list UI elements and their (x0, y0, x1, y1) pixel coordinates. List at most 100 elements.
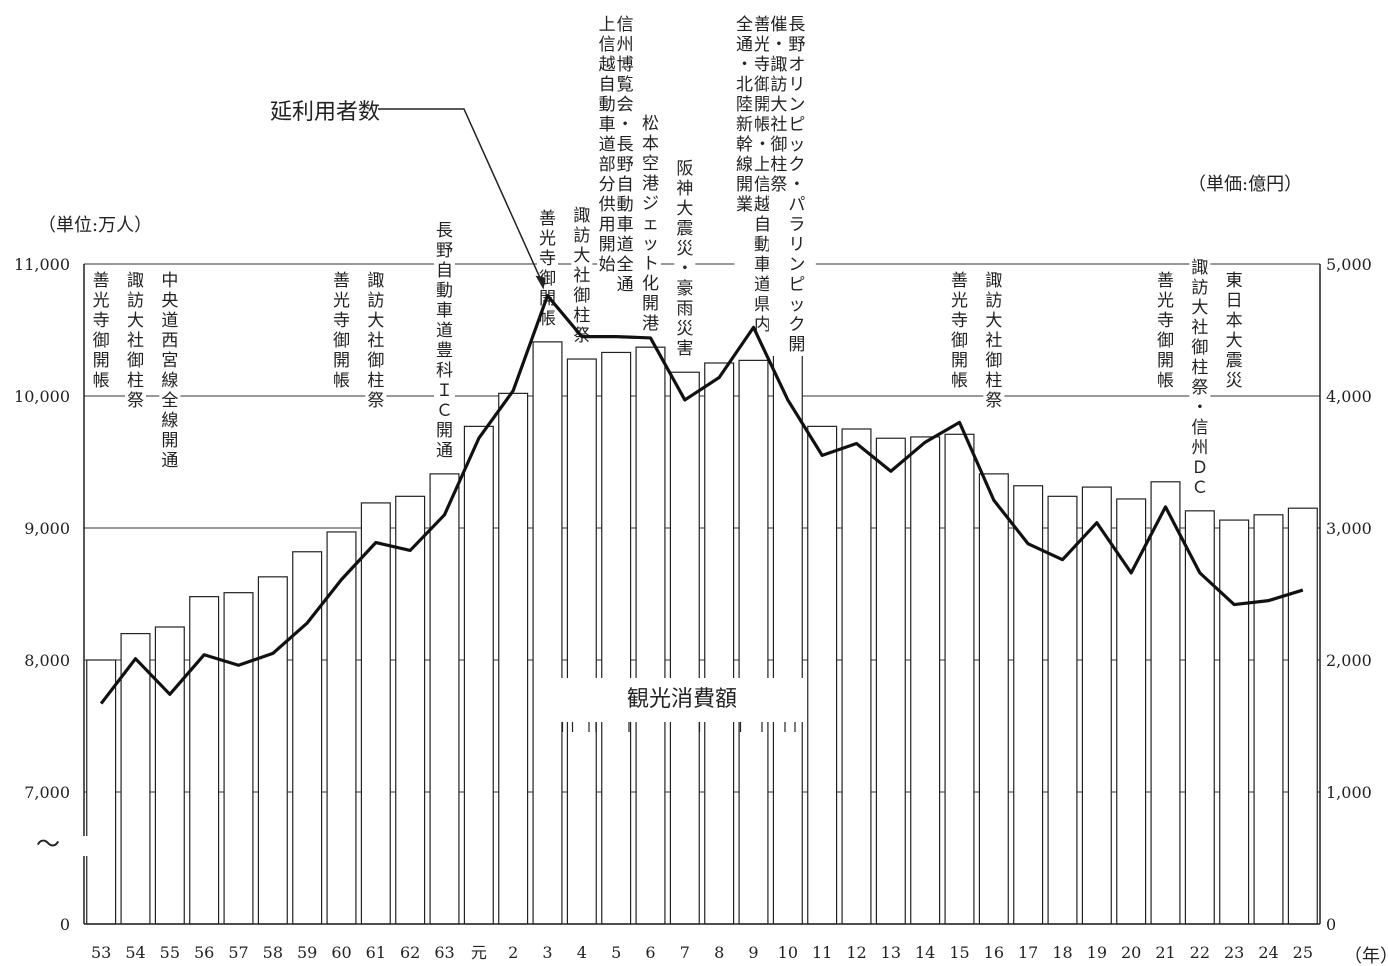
x-tick-label: 19 (1087, 943, 1107, 962)
annotation-22: 諏訪大社御柱祭・信州ＤＣ (1189, 254, 1211, 499)
bar-58 (257, 576, 288, 925)
bar-20 (1116, 498, 1147, 925)
annotation-3: 善光寺御開帳 (537, 205, 558, 330)
x-tick-label: 55 (160, 943, 180, 962)
annotation-23: 東日本大震災 (1223, 268, 1245, 392)
x-tick-label: 57 (228, 943, 248, 962)
x-tick-label: 5 (611, 943, 621, 962)
annotation-6: 松本空港ジェット化開港 (640, 111, 661, 336)
bar-60 (326, 531, 357, 925)
x-tick-label: 2 (508, 943, 518, 962)
left-tick-label: 9,000 (24, 519, 70, 538)
x-tick-label: 8 (714, 943, 724, 962)
visitors-line (99, 294, 1304, 705)
x-axis-unit: （年） (1344, 946, 1388, 966)
annotation-line: 諏訪大社御柱祭・信州ＤＣ (1191, 258, 1208, 498)
annotation-line: 善光寺御開帳 (951, 271, 968, 391)
right-tick-label: 2,000 (1326, 651, 1372, 670)
x-tick-label: 元 (471, 943, 487, 962)
annotation-53: 善光寺御開帳 (90, 268, 112, 392)
annotation-21: 善光寺御開帳 (1155, 268, 1176, 392)
annotation-4: 諏訪大社御柱祭 (571, 203, 593, 348)
left-tick-label: 11,000 (14, 255, 70, 274)
annotation-background (365, 268, 387, 412)
annotation-background (949, 268, 970, 392)
bar-13 (875, 437, 906, 925)
x-tick-label: 12 (846, 943, 866, 962)
x-tick-label: 16 (984, 943, 1004, 962)
right-tick-label: 4,000 (1326, 387, 1372, 406)
bar-25 (1287, 507, 1318, 925)
bar-16 (978, 473, 1009, 925)
bar-55 (154, 626, 185, 925)
annotation-line: 善光寺御開帳 (1157, 271, 1174, 391)
annotation-line: 阪神大震災・豪雨災害 (676, 159, 693, 359)
left-tick-label: 0 (60, 915, 70, 934)
annotation-60: 善光寺御開帳 (331, 268, 352, 392)
annotation-line: 長野自動車道豊科ＩＣ開通 (436, 221, 453, 461)
annotation-61: 諏訪大社御柱祭 (365, 268, 387, 412)
x-tick-label: 13 (881, 943, 901, 962)
annotation-line: 善光寺御開帳 (93, 271, 110, 391)
bar-7 (669, 371, 700, 925)
line-label-leader (378, 108, 545, 286)
x-tick-label: 62 (400, 943, 420, 962)
annotation-background (331, 268, 352, 392)
x-tick-label: 22 (1190, 943, 1210, 962)
bar-63 (429, 473, 460, 925)
bar-2 (498, 392, 529, 925)
annotation-background (125, 268, 146, 412)
annotation-background (434, 217, 455, 462)
annotation-background (159, 268, 181, 472)
x-tick-label: 15 (949, 943, 969, 962)
left-tick-label: 7,000 (24, 783, 70, 802)
bar-15 (944, 433, 975, 925)
bar-19 (1081, 486, 1112, 925)
x-tick-label: 58 (263, 943, 283, 962)
bar-57 (223, 592, 254, 925)
annotation-background (90, 268, 112, 392)
annotation-line: 長野オリンピック・パラリンピック開 (788, 15, 805, 355)
annotation-background (768, 12, 816, 356)
bar-23 (1219, 519, 1250, 925)
leader-arrow (535, 275, 546, 290)
annotation-line: 諏訪大社御柱祭 (985, 271, 1002, 411)
x-tick-label: 3 (542, 943, 552, 962)
annotation-line: 諏訪大社御柱祭 (127, 271, 144, 411)
x-tick-label: 9 (748, 943, 758, 962)
bar-9 (738, 359, 769, 925)
x-tick-label: 11 (812, 943, 832, 962)
x-tick-label: 21 (1155, 943, 1175, 962)
x-tick-label: 10 (778, 943, 798, 962)
x-tick-label: 14 (915, 943, 935, 962)
bar-元 (463, 425, 494, 925)
axis-break-mark: 〜 (36, 830, 60, 858)
annotation-16: 諏訪大社御柱祭 (983, 268, 1005, 412)
annotation-line: 信州博覧会・長野自動車道全通 (617, 15, 634, 295)
annotation-background (674, 156, 696, 361)
x-tick-label: 25 (1293, 943, 1313, 962)
bar-56 (189, 596, 220, 925)
bar-62 (395, 495, 426, 925)
callouts: 観光消費額 延利用者数 （単位:万人） （単価:億円） （年） 〜 (36, 100, 1388, 966)
x-tick-label: 4 (577, 943, 587, 962)
annotation-63: 長野自動車道豊科ＩＣ開通 (434, 217, 455, 462)
bar-59 (292, 551, 323, 925)
left-axis-unit: （単位:万人） (38, 215, 152, 236)
bar-4 (566, 358, 597, 925)
annotation-line: 上信越自動車道部分供用開始 (599, 15, 616, 275)
bar-10 (772, 320, 803, 925)
axes: 0 7,000 8,000 9,000 10,000 11,000 0 1,000 2,000 3… (14, 255, 1372, 962)
bar-5 (601, 351, 632, 925)
annotation-background (640, 111, 661, 336)
annotation-background (537, 205, 558, 330)
right-tick-label: 3,000 (1326, 519, 1372, 538)
annotation-background (1155, 268, 1176, 392)
axis-break-gap (78, 836, 90, 856)
annotation-background (983, 268, 1005, 412)
right-tick-label: 5,000 (1326, 255, 1372, 274)
line-series-visitors (99, 294, 1304, 705)
